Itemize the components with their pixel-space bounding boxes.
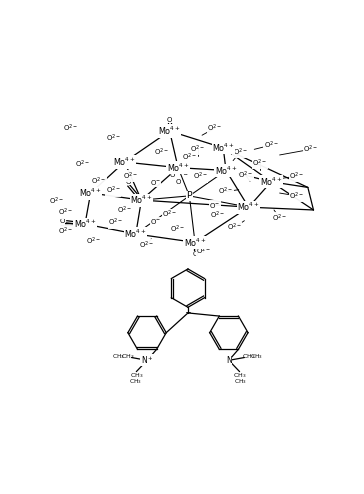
Text: Mo$^{4+}$: Mo$^{4+}$ (74, 218, 96, 230)
Text: O: O (60, 221, 65, 227)
Text: Mo$^{4+}$: Mo$^{4+}$ (158, 125, 181, 137)
Text: O$^{-}$: O$^{-}$ (150, 217, 161, 226)
Text: O$^{2-}$: O$^{2-}$ (154, 147, 169, 158)
Text: O$^{2-}$: O$^{2-}$ (252, 158, 268, 169)
Text: O$^{2-}$: O$^{2-}$ (182, 152, 197, 164)
Text: O$^{2-}$: O$^{2-}$ (272, 212, 287, 223)
Text: O$^{2-}$: O$^{2-}$ (190, 144, 205, 155)
Text: O$^{2-}$: O$^{2-}$ (289, 170, 304, 182)
Text: CH$_3$: CH$_3$ (250, 353, 263, 362)
Text: CH$_3$: CH$_3$ (129, 377, 142, 386)
Text: O$^{2-}$: O$^{2-}$ (63, 123, 79, 134)
Text: N: N (226, 356, 232, 365)
Text: O: O (192, 251, 198, 257)
Text: O$^{2-}$: O$^{2-}$ (106, 185, 121, 197)
Text: O$^{2-}$: O$^{2-}$ (49, 195, 64, 206)
Text: O$^{2-}$: O$^{2-}$ (91, 175, 107, 187)
Text: O$^{2-}$: O$^{2-}$ (289, 190, 304, 202)
Text: O$^{-}$: O$^{-}$ (209, 201, 220, 209)
Text: O: O (170, 172, 175, 178)
Text: Mo$^{4+}$: Mo$^{4+}$ (212, 142, 234, 154)
Text: O$^{2-}$: O$^{2-}$ (123, 170, 138, 182)
Text: O$^{2-}$: O$^{2-}$ (233, 147, 248, 158)
Text: Mo$^{4+}$: Mo$^{4+}$ (237, 201, 260, 213)
Text: CH$_3$: CH$_3$ (242, 352, 256, 361)
Text: Mo$^{4+}$: Mo$^{4+}$ (167, 162, 189, 174)
Text: O: O (175, 179, 181, 185)
Text: O$^{2-}$: O$^{2-}$ (303, 144, 318, 155)
Text: O$^{2-}$: O$^{2-}$ (210, 209, 225, 221)
Text: Mo$^{4+}$: Mo$^{4+}$ (124, 228, 147, 240)
Text: N$^+$: N$^+$ (141, 355, 154, 366)
Text: CH$_3$: CH$_3$ (130, 371, 143, 380)
Text: O$^{2-}$: O$^{2-}$ (58, 207, 73, 218)
Text: O$^{2-}$: O$^{2-}$ (264, 139, 279, 151)
Text: O$^{2-}$: O$^{2-}$ (170, 223, 186, 235)
Text: O: O (182, 170, 188, 176)
Text: O$^{2-}$: O$^{2-}$ (196, 246, 211, 257)
Text: O: O (59, 218, 64, 224)
Text: O$^{2-}$: O$^{2-}$ (193, 171, 208, 182)
Text: P: P (186, 191, 192, 201)
Text: O$^{-}$: O$^{-}$ (150, 178, 161, 187)
Text: O$^{2-}$: O$^{2-}$ (227, 222, 242, 233)
Text: O$^{2-}$: O$^{2-}$ (75, 159, 90, 170)
Text: O: O (125, 179, 131, 185)
Text: O$^{2-}$: O$^{2-}$ (139, 240, 155, 251)
Text: O$^{2-}$: O$^{2-}$ (218, 186, 234, 197)
Text: CH$_3$: CH$_3$ (112, 353, 125, 362)
Text: CH$_3$: CH$_3$ (234, 377, 246, 386)
Text: Mo$^{4+}$: Mo$^{4+}$ (130, 194, 153, 206)
Text: CH$_3$: CH$_3$ (120, 352, 134, 361)
Text: O$^{2-}$: O$^{2-}$ (117, 205, 132, 216)
Text: O$^{2-}$: O$^{2-}$ (58, 225, 73, 237)
Text: O$^{2-}$: O$^{2-}$ (86, 235, 101, 247)
Text: Mo$^{4+}$: Mo$^{4+}$ (184, 236, 206, 248)
Text: Mo$^{4+}$: Mo$^{4+}$ (79, 187, 102, 199)
Text: CH$_3$: CH$_3$ (233, 371, 246, 380)
Text: Mo$^{4+}$: Mo$^{4+}$ (260, 175, 282, 188)
Text: O$^{2-}$: O$^{2-}$ (207, 123, 222, 134)
Text: O$^{2-}$: O$^{2-}$ (106, 132, 121, 144)
Text: O$^{2-}$: O$^{2-}$ (108, 217, 124, 228)
Text: O$^{2-}$: O$^{2-}$ (238, 170, 253, 181)
Text: O: O (167, 117, 172, 123)
Text: Mo$^{4+}$: Mo$^{4+}$ (113, 156, 136, 168)
Text: O$^{2-}$: O$^{2-}$ (162, 209, 177, 220)
Text: Mo$^{4+}$: Mo$^{4+}$ (215, 165, 237, 177)
